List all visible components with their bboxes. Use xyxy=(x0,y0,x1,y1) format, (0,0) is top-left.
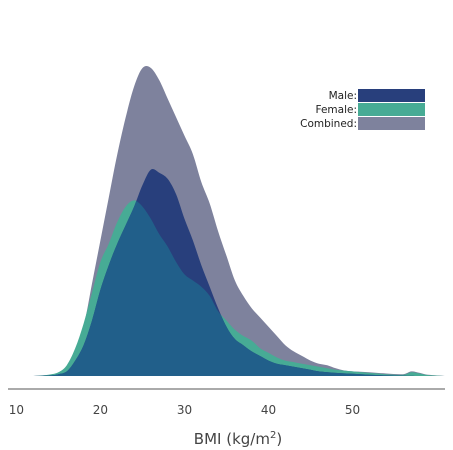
x-axis-title: BMI (kg/m2) xyxy=(194,430,282,448)
x-tick-label: 40 xyxy=(261,403,276,417)
x-axis-title-main: BMI (kg/m xyxy=(194,430,270,448)
legend-label: Combined: xyxy=(300,118,357,130)
legend-swatch xyxy=(358,89,425,102)
x-tick-label: 50 xyxy=(345,403,360,417)
x-axis-ticks: 10 20 30 40 50 xyxy=(9,403,360,417)
legend-label: Male: xyxy=(329,90,357,102)
x-axis-title-close: ) xyxy=(276,430,282,448)
x-tick-label: 10 xyxy=(9,403,24,417)
legend-swatch xyxy=(358,103,425,116)
x-tick-label: 20 xyxy=(93,403,108,417)
legend-label: Female: xyxy=(315,104,357,116)
x-tick-label: 30 xyxy=(177,403,192,417)
legend: Male: Female: Combined: xyxy=(300,89,425,130)
legend-swatch xyxy=(358,117,425,130)
